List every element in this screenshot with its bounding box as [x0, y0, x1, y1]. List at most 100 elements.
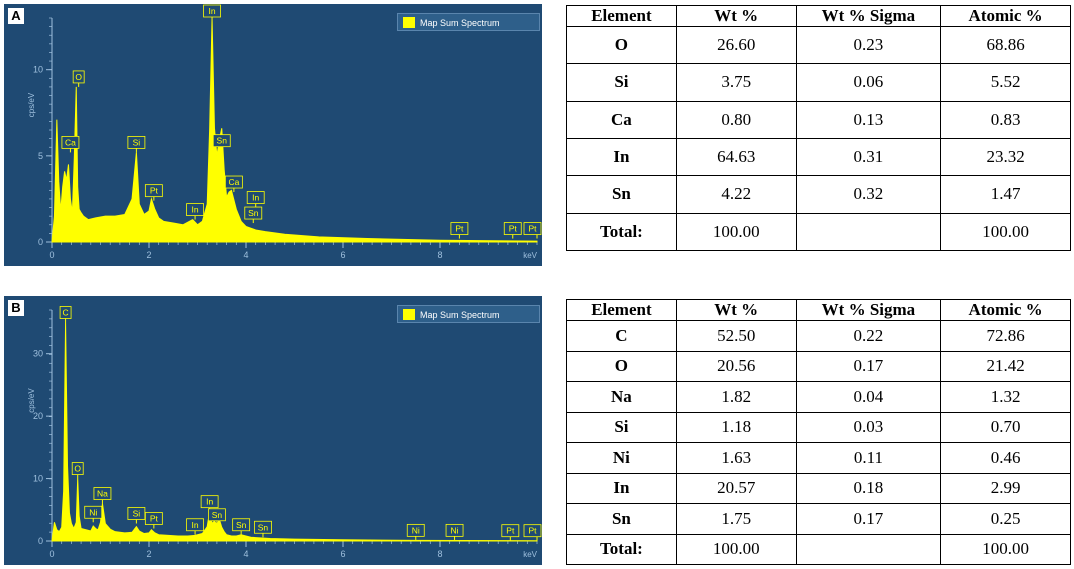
peak-label-box: [144, 512, 163, 525]
header-wt: Wt %: [675, 299, 797, 321]
y-tick-label: 10: [33, 65, 43, 75]
cell-wt-sigma: 0.23: [795, 25, 942, 65]
table-row: C 52.50 0.22 72.86: [566, 320, 1071, 352]
spectrum-panel-b: 0 10 20 30 0 2 4 6 8 keV cps/eV C O Na Ni Si Pt In In Sn Sn S…: [4, 296, 542, 565]
legend-swatch: [403, 17, 415, 28]
cell-element: Si: [566, 411, 677, 443]
table-row: Sn 4.22 0.32 1.47: [566, 175, 1071, 214]
y-tick-label: 5: [38, 151, 43, 161]
peak-label-box: [203, 4, 221, 18]
peak-label-text: In: [192, 520, 199, 530]
table-row: Sn 1.75 0.17 0.25: [566, 503, 1071, 535]
cell-element: Total:: [566, 533, 677, 565]
peak-label: Ni: [406, 523, 425, 541]
cell-atomic: 100.00: [940, 212, 1071, 252]
peak-label: Pt: [501, 524, 520, 541]
table-header-row: Element Wt % Wt % Sigma Atomic %: [566, 299, 1071, 321]
peak-label-box: [523, 524, 542, 538]
peak-label-text: Sn: [248, 208, 259, 218]
peak-label-box: [406, 523, 425, 537]
peak-label: Pt: [450, 222, 469, 239]
peak-label: Ca: [61, 135, 80, 153]
table-row: Total: 100.00 100.00: [566, 533, 1071, 565]
x-tick-label: 6: [340, 250, 345, 260]
cell-wt-sigma: 0.17: [795, 350, 942, 382]
cell-wt: 26.60: [675, 25, 797, 65]
cell-wt: 4.22: [675, 175, 797, 214]
peak-label-text: Pt: [528, 224, 537, 234]
peak-label-box: [501, 524, 520, 538]
peak-label: Sn: [254, 520, 272, 538]
header-wt-sigma: Wt % Sigma: [795, 299, 942, 321]
cell-wt-sigma: 0.13: [795, 100, 942, 139]
peak-label-text: Pt: [150, 514, 159, 524]
cell-wt: 100.00: [675, 212, 797, 252]
spectrum-panel-a: 0 5 10 0 2 4 6 8 keV cps/eV O Ca Si Pt In In Sn Ca In Sn Pt P…: [4, 4, 542, 266]
header-wt: Wt %: [675, 5, 797, 27]
peak-label-text: Sn: [212, 510, 223, 520]
cell-wt: 1.82: [675, 381, 797, 413]
peak-label-box: [71, 462, 84, 475]
cell-wt: 1.18: [675, 411, 797, 443]
x-tick-label: 4: [243, 549, 248, 559]
table-row: In 64.63 0.31 23.32: [566, 137, 1071, 177]
peak-label-text: Pt: [150, 186, 159, 196]
x-tick-label: 4: [243, 250, 248, 260]
peak-label-box: [244, 206, 263, 220]
peak-label-box: [224, 175, 243, 189]
peak-label-text: In: [206, 497, 213, 507]
x-unit-label: keV: [523, 251, 537, 260]
cell-wt-sigma: 0.11: [795, 442, 942, 474]
spectrum-series: [51, 322, 538, 542]
peak-label-text: Pt: [528, 526, 537, 536]
peak-label-text: O: [75, 72, 82, 82]
peak-label-text: Ca: [65, 137, 76, 147]
peak-label: O: [72, 70, 85, 87]
cell-wt-sigma: 0.04: [795, 381, 942, 413]
panel-label: B: [8, 300, 24, 316]
legend: Map Sum Spectrum: [397, 305, 540, 323]
peak-label-text: In: [192, 205, 199, 215]
cell-atomic: 5.52: [940, 63, 1071, 102]
peak-label-text: Ni: [451, 525, 459, 535]
peak-label-text: Sn: [258, 522, 269, 532]
peak-label: Sn: [244, 206, 263, 224]
x-tick-label: 2: [146, 549, 151, 559]
cell-wt-sigma: [795, 533, 942, 565]
cell-wt-sigma: 0.06: [795, 63, 942, 102]
cell-element: C: [566, 320, 677, 352]
y-tick-label: 30: [33, 349, 43, 359]
panel-label: A: [8, 8, 24, 24]
peak-label-text: Ca: [228, 177, 239, 187]
y-tick-label: 20: [33, 411, 43, 421]
peak-label: Pt: [503, 222, 522, 239]
peak-label: Pt: [523, 524, 542, 541]
cell-element: Total:: [566, 212, 677, 252]
x-tick-label: 2: [146, 250, 151, 260]
cell-element: Ni: [566, 442, 677, 474]
peak-label: Ni: [84, 505, 103, 523]
x-tick-label: 8: [437, 250, 442, 260]
peak-label-text: In: [209, 6, 216, 16]
peak-label: Sn: [212, 134, 231, 151]
x-unit-label: keV: [523, 550, 537, 559]
peak-label-box: [186, 518, 204, 532]
table-row: Total: 100.00 100.00: [566, 212, 1071, 252]
peak-label-box: [232, 518, 251, 532]
peak-label-box: [186, 203, 204, 217]
peak-label-box: [144, 184, 163, 198]
peak-label-box: [127, 135, 146, 149]
peak-label-box: [127, 507, 146, 520]
peak-label: Pt: [144, 512, 163, 529]
peak-label: In: [186, 518, 204, 535]
peak-label: O: [71, 462, 84, 479]
y-tick-label: 0: [38, 536, 43, 546]
peak-label-box: [207, 508, 226, 522]
table-row: In 20.57 0.18 2.99: [566, 472, 1071, 504]
cell-atomic: 0.83: [940, 100, 1071, 139]
peak-label-box: [84, 505, 103, 519]
cell-atomic: 0.46: [940, 442, 1071, 474]
table-row: O 20.56 0.17 21.42: [566, 350, 1071, 382]
header-wt-sigma: Wt % Sigma: [795, 5, 942, 27]
